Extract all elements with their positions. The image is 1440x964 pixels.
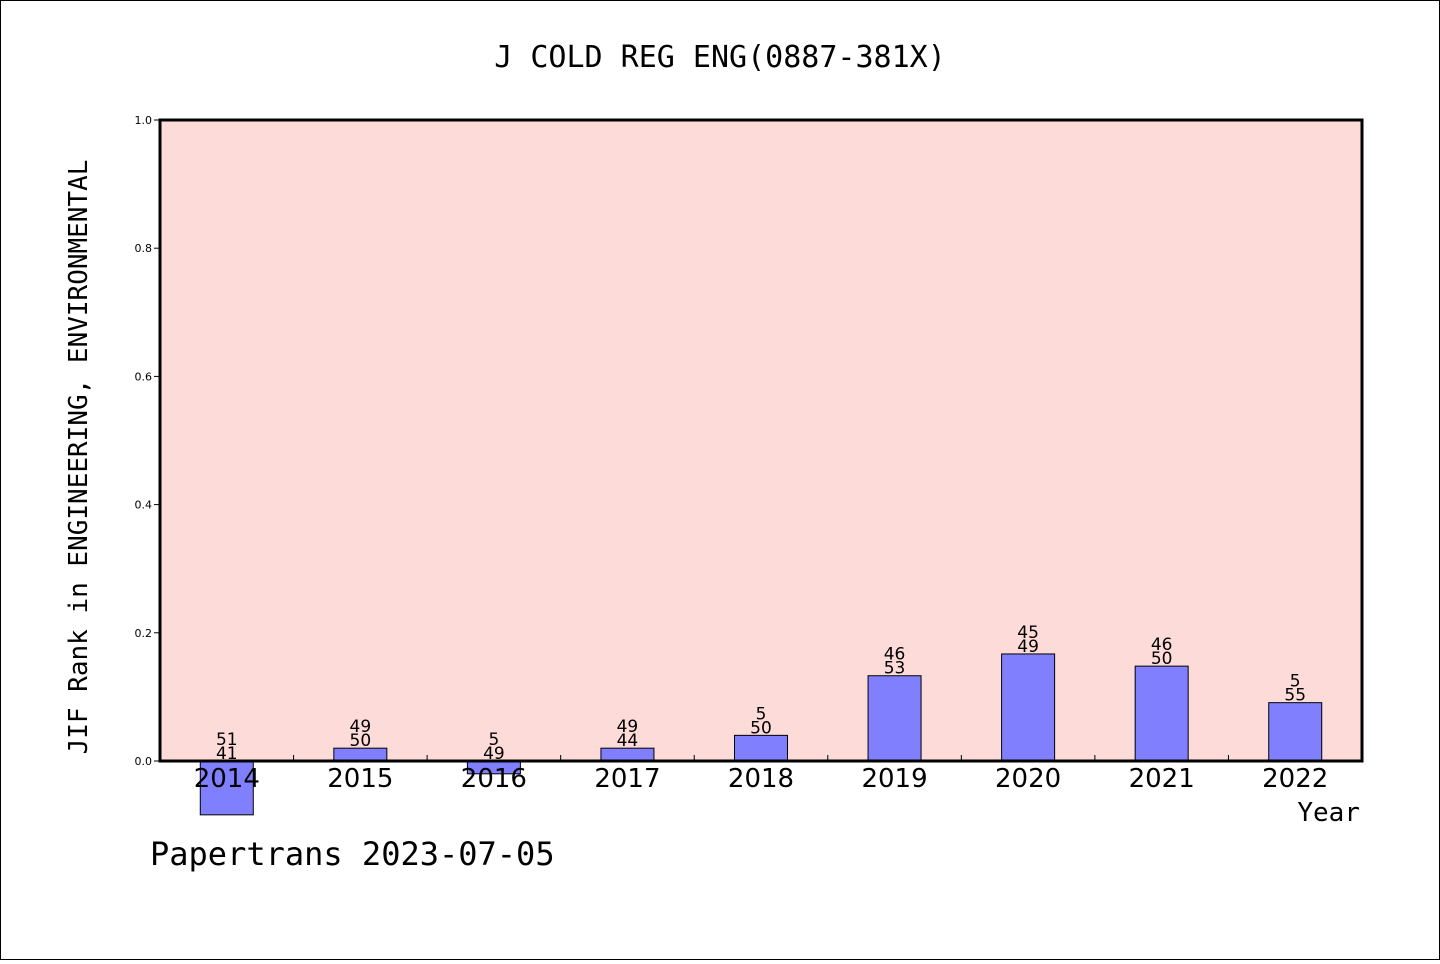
y-tick-label: 0.0: [135, 755, 153, 768]
data-label-bottom: 50: [350, 731, 372, 751]
y-tick-label: 0.8: [135, 242, 153, 255]
x-tick-label: 2022: [1262, 764, 1328, 794]
data-label-bottom: 50: [750, 718, 772, 738]
x-tick-label: 2020: [995, 764, 1061, 794]
data-label-bottom: 49: [483, 744, 505, 764]
data-label-top: 49: [350, 717, 372, 737]
data-label-bottom: 41: [216, 744, 238, 764]
bar: [1001, 653, 1056, 762]
bar: [867, 675, 922, 762]
x-axis-ticks: 2014 2015 2016 2017 2018 2019 2020 2021 2022: [194, 755, 1328, 794]
x-axis-label: Year: [1297, 798, 1360, 828]
y-axis-label: JIF Rank in ENGINEERING, ENVIRONMENTAL: [64, 160, 94, 755]
x-tick-label: 2014: [194, 764, 260, 794]
data-label-top: 5: [1290, 672, 1301, 692]
data-label-top: 46: [1151, 635, 1173, 655]
bar: [1134, 665, 1189, 762]
y-tick-label: 1.0: [135, 114, 153, 127]
bar: [199, 760, 254, 816]
y-tick-label: 0.2: [135, 627, 153, 640]
chart-title: J COLD REG ENG(0887-381X): [494, 40, 946, 75]
data-label-top: 49: [617, 717, 639, 737]
x-tick-label: 2019: [861, 764, 927, 794]
data-label-bottom: 53: [884, 659, 906, 679]
data-label-top: 45: [1017, 623, 1039, 643]
data-label-top: 5: [756, 704, 767, 724]
plot-area: [160, 120, 1362, 761]
bar: [734, 734, 788, 762]
data-label-top: 46: [884, 645, 906, 665]
y-tick-label: 0.6: [135, 370, 153, 383]
footer-credit: Papertrans 2023-07-05: [150, 835, 555, 873]
plot-border: [158, 118, 1364, 763]
data-label-bottom: 50: [1151, 649, 1173, 669]
data-label-bottom: 44: [617, 731, 639, 751]
x-tick-label: 2017: [594, 764, 660, 794]
x-tick-label: 2018: [728, 764, 794, 794]
bar: [1268, 702, 1323, 762]
data-label-top: 5: [488, 730, 499, 750]
data-label-bottom: 55: [1284, 686, 1306, 706]
bars: [199, 653, 1323, 816]
x-tick-label: 2015: [327, 764, 393, 794]
data-label-bottom: 49: [1017, 637, 1039, 657]
x-tick-label: 2016: [461, 764, 527, 794]
data-label-top: 51: [216, 730, 238, 750]
y-axis-ticks: 0.0 0.2 0.4 0.6 0.8 1.0: [135, 114, 160, 768]
y-tick-label: 0.4: [135, 499, 153, 512]
x-tick-label: 2021: [1129, 764, 1195, 794]
